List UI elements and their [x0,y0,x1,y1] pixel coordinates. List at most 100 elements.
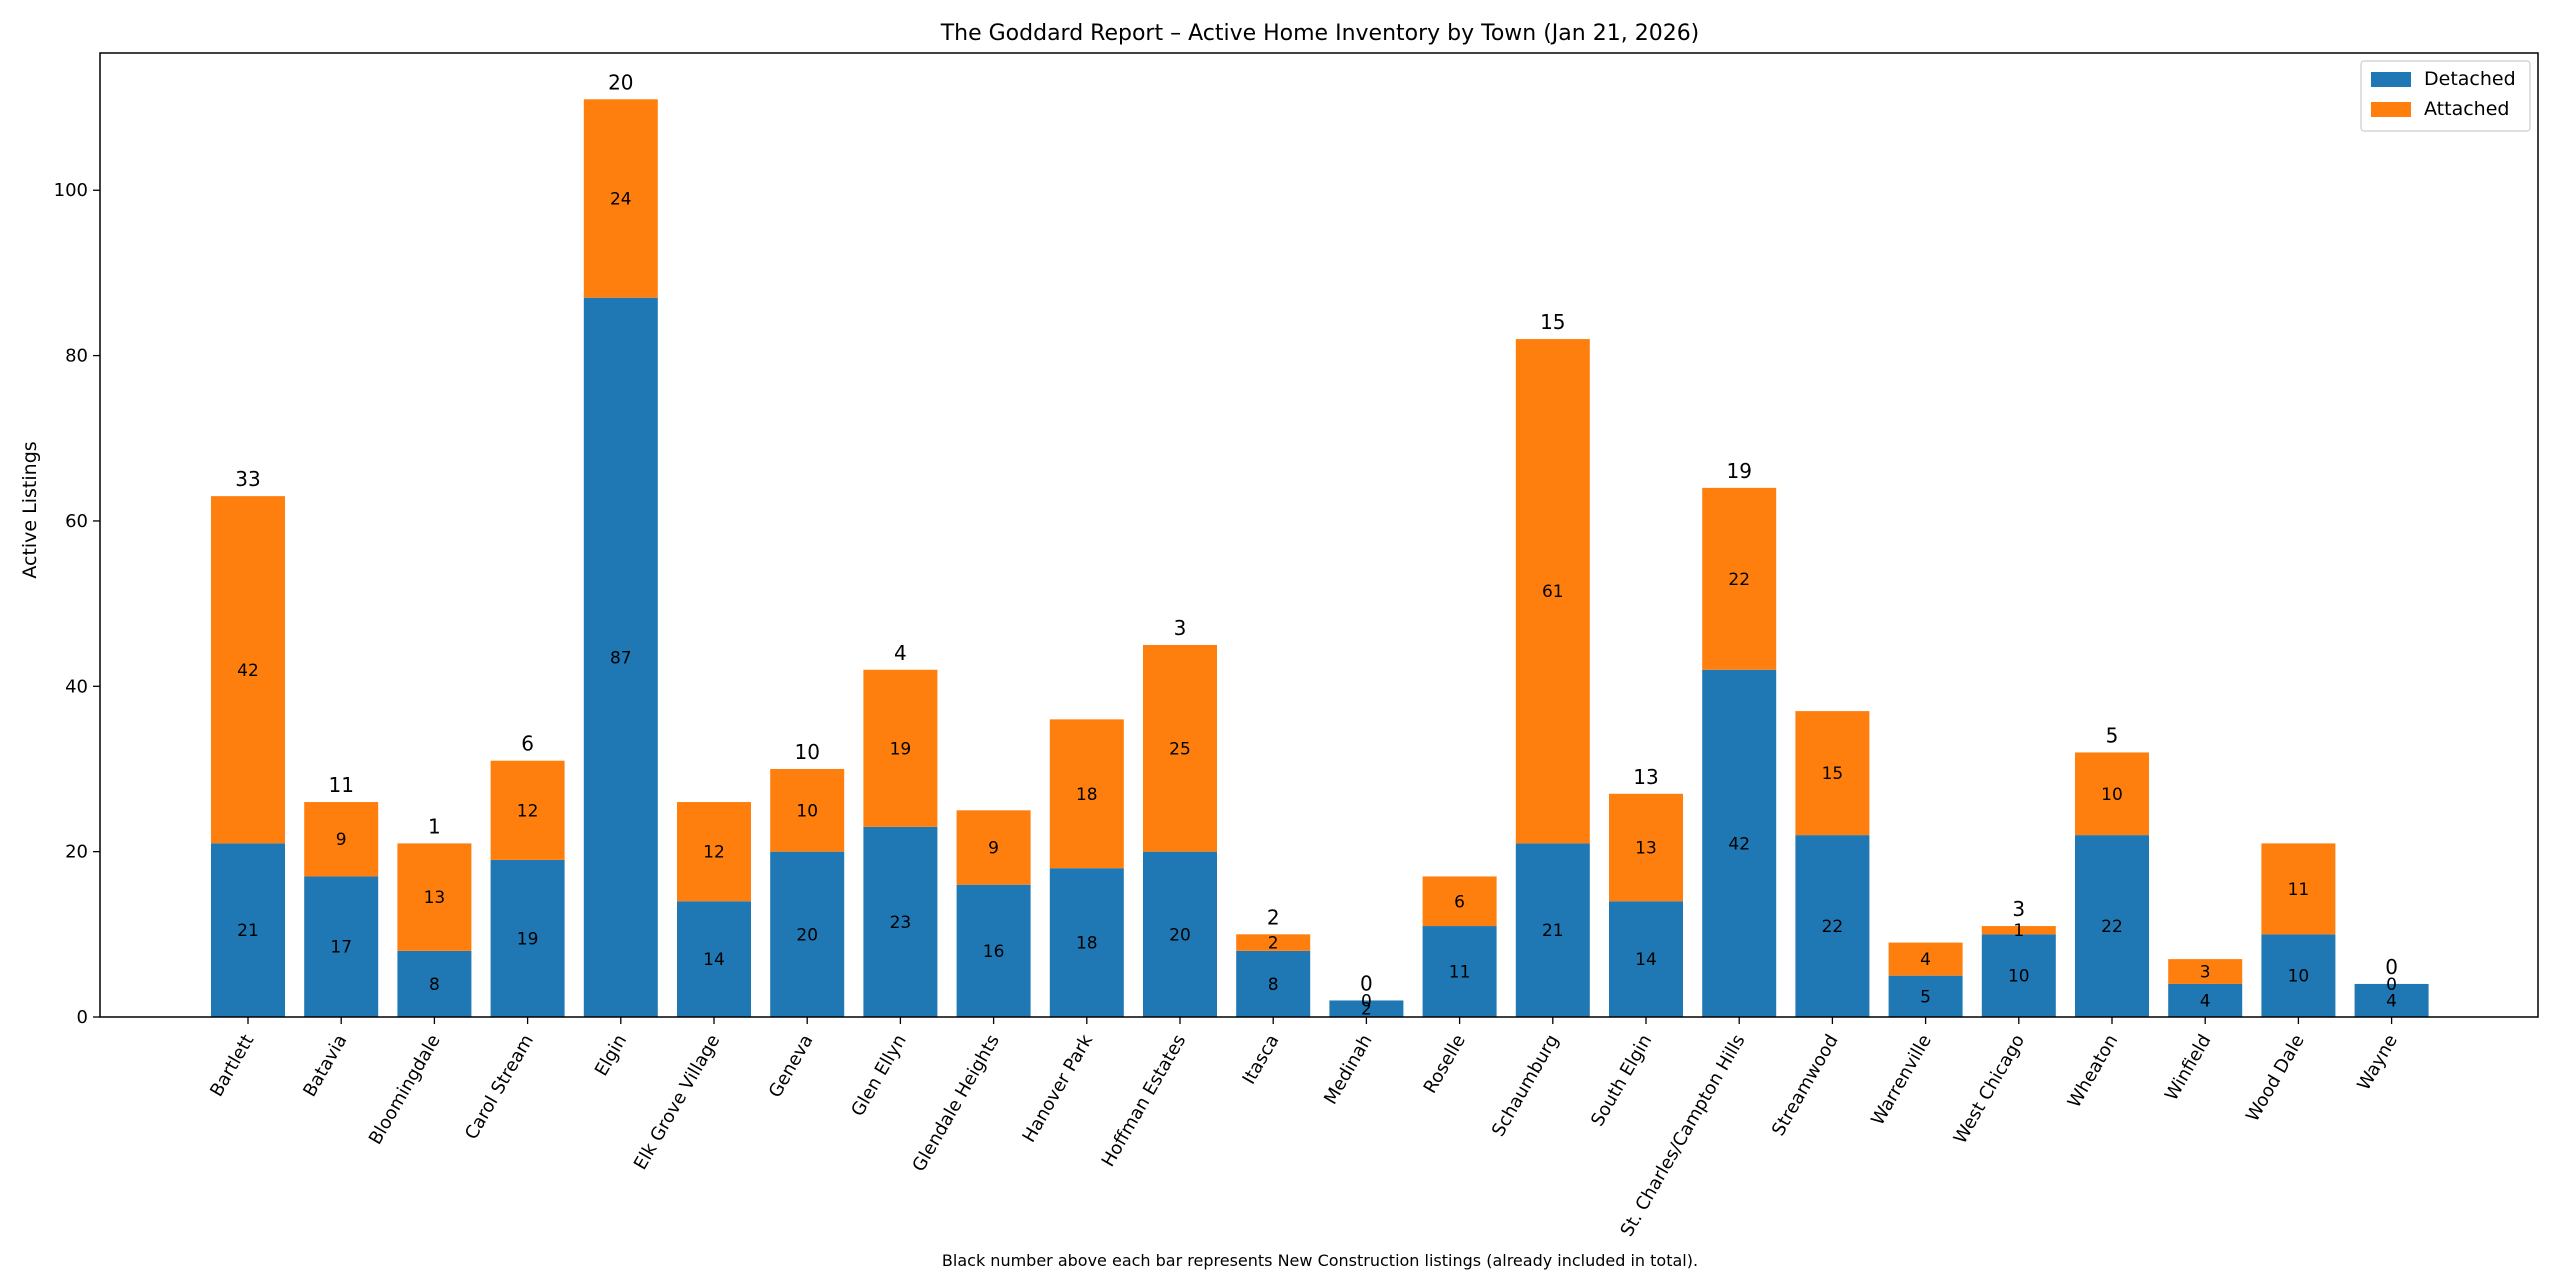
new-construction-label: 15 [1540,310,1565,334]
legend-label-detached: Detached [2424,68,2516,90]
bar-detached [2168,983,2243,1017]
attached-value-label: 3 [2200,963,2211,983]
x-tick-label: Wayne [2353,1031,2402,1094]
bar-attached [770,768,845,852]
new-construction-label: 2 [1267,905,1280,929]
detached-value-label: 42 [1728,834,1750,854]
new-construction-label: 5 [2106,723,2119,747]
attached-value-label: 6 [1454,892,1465,912]
new-construction-label: 10 [794,740,819,764]
bar-detached [1236,950,1311,1017]
bar-detached [2075,835,2149,1017]
new-construction-label: 3 [2012,897,2025,921]
new-construction-label: 0 [2385,955,2398,979]
x-tick-label: Winfield [2161,1031,2216,1104]
legend: Detached Attached [2360,60,2531,132]
bar-attached [583,99,658,298]
bar-detached [490,859,565,1017]
y-tick-label: 60 [65,511,88,532]
x-tick-label: Warrenville [1867,1031,1936,1129]
x-tick-label: Batavia [299,1031,351,1101]
detached-value-label: 8 [1268,975,1279,995]
x-tick-label: Medinah [1320,1031,1377,1108]
attached-value-label: 24 [610,190,632,210]
detached-value-label: 2 [1361,1000,1372,1020]
new-construction-label: 1 [428,814,441,838]
bar-detached [1981,934,2056,1017]
y-tick-label: 20 [65,842,88,863]
x-tick-label: Itasca [1238,1031,1283,1088]
bar-attached [304,802,379,877]
detached-value-label: 22 [2101,917,2123,937]
x-tick-label: Schaumburg [1488,1031,1563,1140]
bar-attached [1143,644,1217,852]
attached-value-label: 15 [1822,764,1844,784]
y-axis: 0 20 40 60 80 100 [54,180,100,1028]
bar-attached [397,843,472,951]
bar-detached [1422,926,1497,1017]
legend-swatch-attached [2371,102,2411,117]
y-tick-label: 0 [77,1007,88,1028]
bar-detached [863,826,938,1017]
y-tick-label: 40 [65,676,88,697]
bar-detached [583,297,658,1017]
attached-value-label: 22 [1728,570,1750,590]
detached-value-label: 14 [1635,950,1657,970]
bar-attached [677,802,751,902]
segment-labels-layer: 2142179813191287241412201023191691818202… [237,190,2397,1020]
bar-attached [1702,487,1777,670]
x-tick-label: Glendale Heights [908,1031,1003,1175]
bar-detached [2261,934,2336,1017]
plot-frame [99,52,2539,1018]
bars-layer [211,99,2429,1017]
new-construction-label: 11 [328,773,353,797]
bar-attached [1236,934,1311,951]
bar-attached [863,669,938,827]
bar-detached [211,843,285,1017]
attached-value-label: 1 [2013,921,2024,941]
detached-value-label: 10 [2288,967,2310,987]
x-tick-label: Elgin [591,1031,631,1080]
x-tick-label: Wood Dale [2242,1031,2309,1125]
attached-value-label: 12 [703,843,725,863]
detached-value-label: 19 [517,929,539,949]
bar-detached [304,876,379,1017]
new-construction-label: 20 [608,70,633,94]
attached-value-label: 18 [1076,785,1098,805]
bar-detached [2354,983,2429,1017]
x-tick-label: Carol Stream [461,1031,538,1143]
detached-value-label: 4 [2200,991,2211,1011]
x-tick-label: Hoffman Estates [1098,1031,1191,1171]
detached-value-label: 18 [1076,934,1098,954]
bar-attached [2168,959,2243,984]
bar-detached [1143,851,1217,1017]
bar-detached [770,851,845,1017]
detached-value-label: 21 [1542,921,1564,941]
detached-value-label: 22 [1822,917,1844,937]
detached-value-label: 14 [703,950,725,970]
chart-title: The Goddard Report – Active Home Invento… [940,21,1700,46]
attached-value-label: 61 [1542,582,1564,602]
bar-detached [677,901,751,1017]
attached-value-label: 12 [517,801,539,821]
detached-value-label: 16 [983,942,1005,962]
bar-attached [211,496,285,844]
attached-value-label: 42 [237,661,259,681]
detached-value-label: 21 [237,921,259,941]
detached-value-label: 87 [610,648,632,668]
detached-value-label: 23 [890,913,912,933]
attached-value-label: 2 [1268,934,1279,954]
x-tick-label: Elk Grove Village [630,1031,724,1173]
y-axis-label: Active Listings [19,441,41,578]
bar-attached [1609,793,1683,902]
attached-value-label: 13 [1635,839,1657,859]
bar-detached [1888,975,1963,1017]
attached-value-label: 25 [1169,739,1191,759]
legend-swatch-detached [2371,72,2411,87]
bar-attached [2075,752,2149,836]
x-tick-label: Streamwood [1768,1031,1843,1140]
detached-value-label: 8 [429,975,440,995]
x-tick-label: Wheaton [2064,1031,2123,1111]
